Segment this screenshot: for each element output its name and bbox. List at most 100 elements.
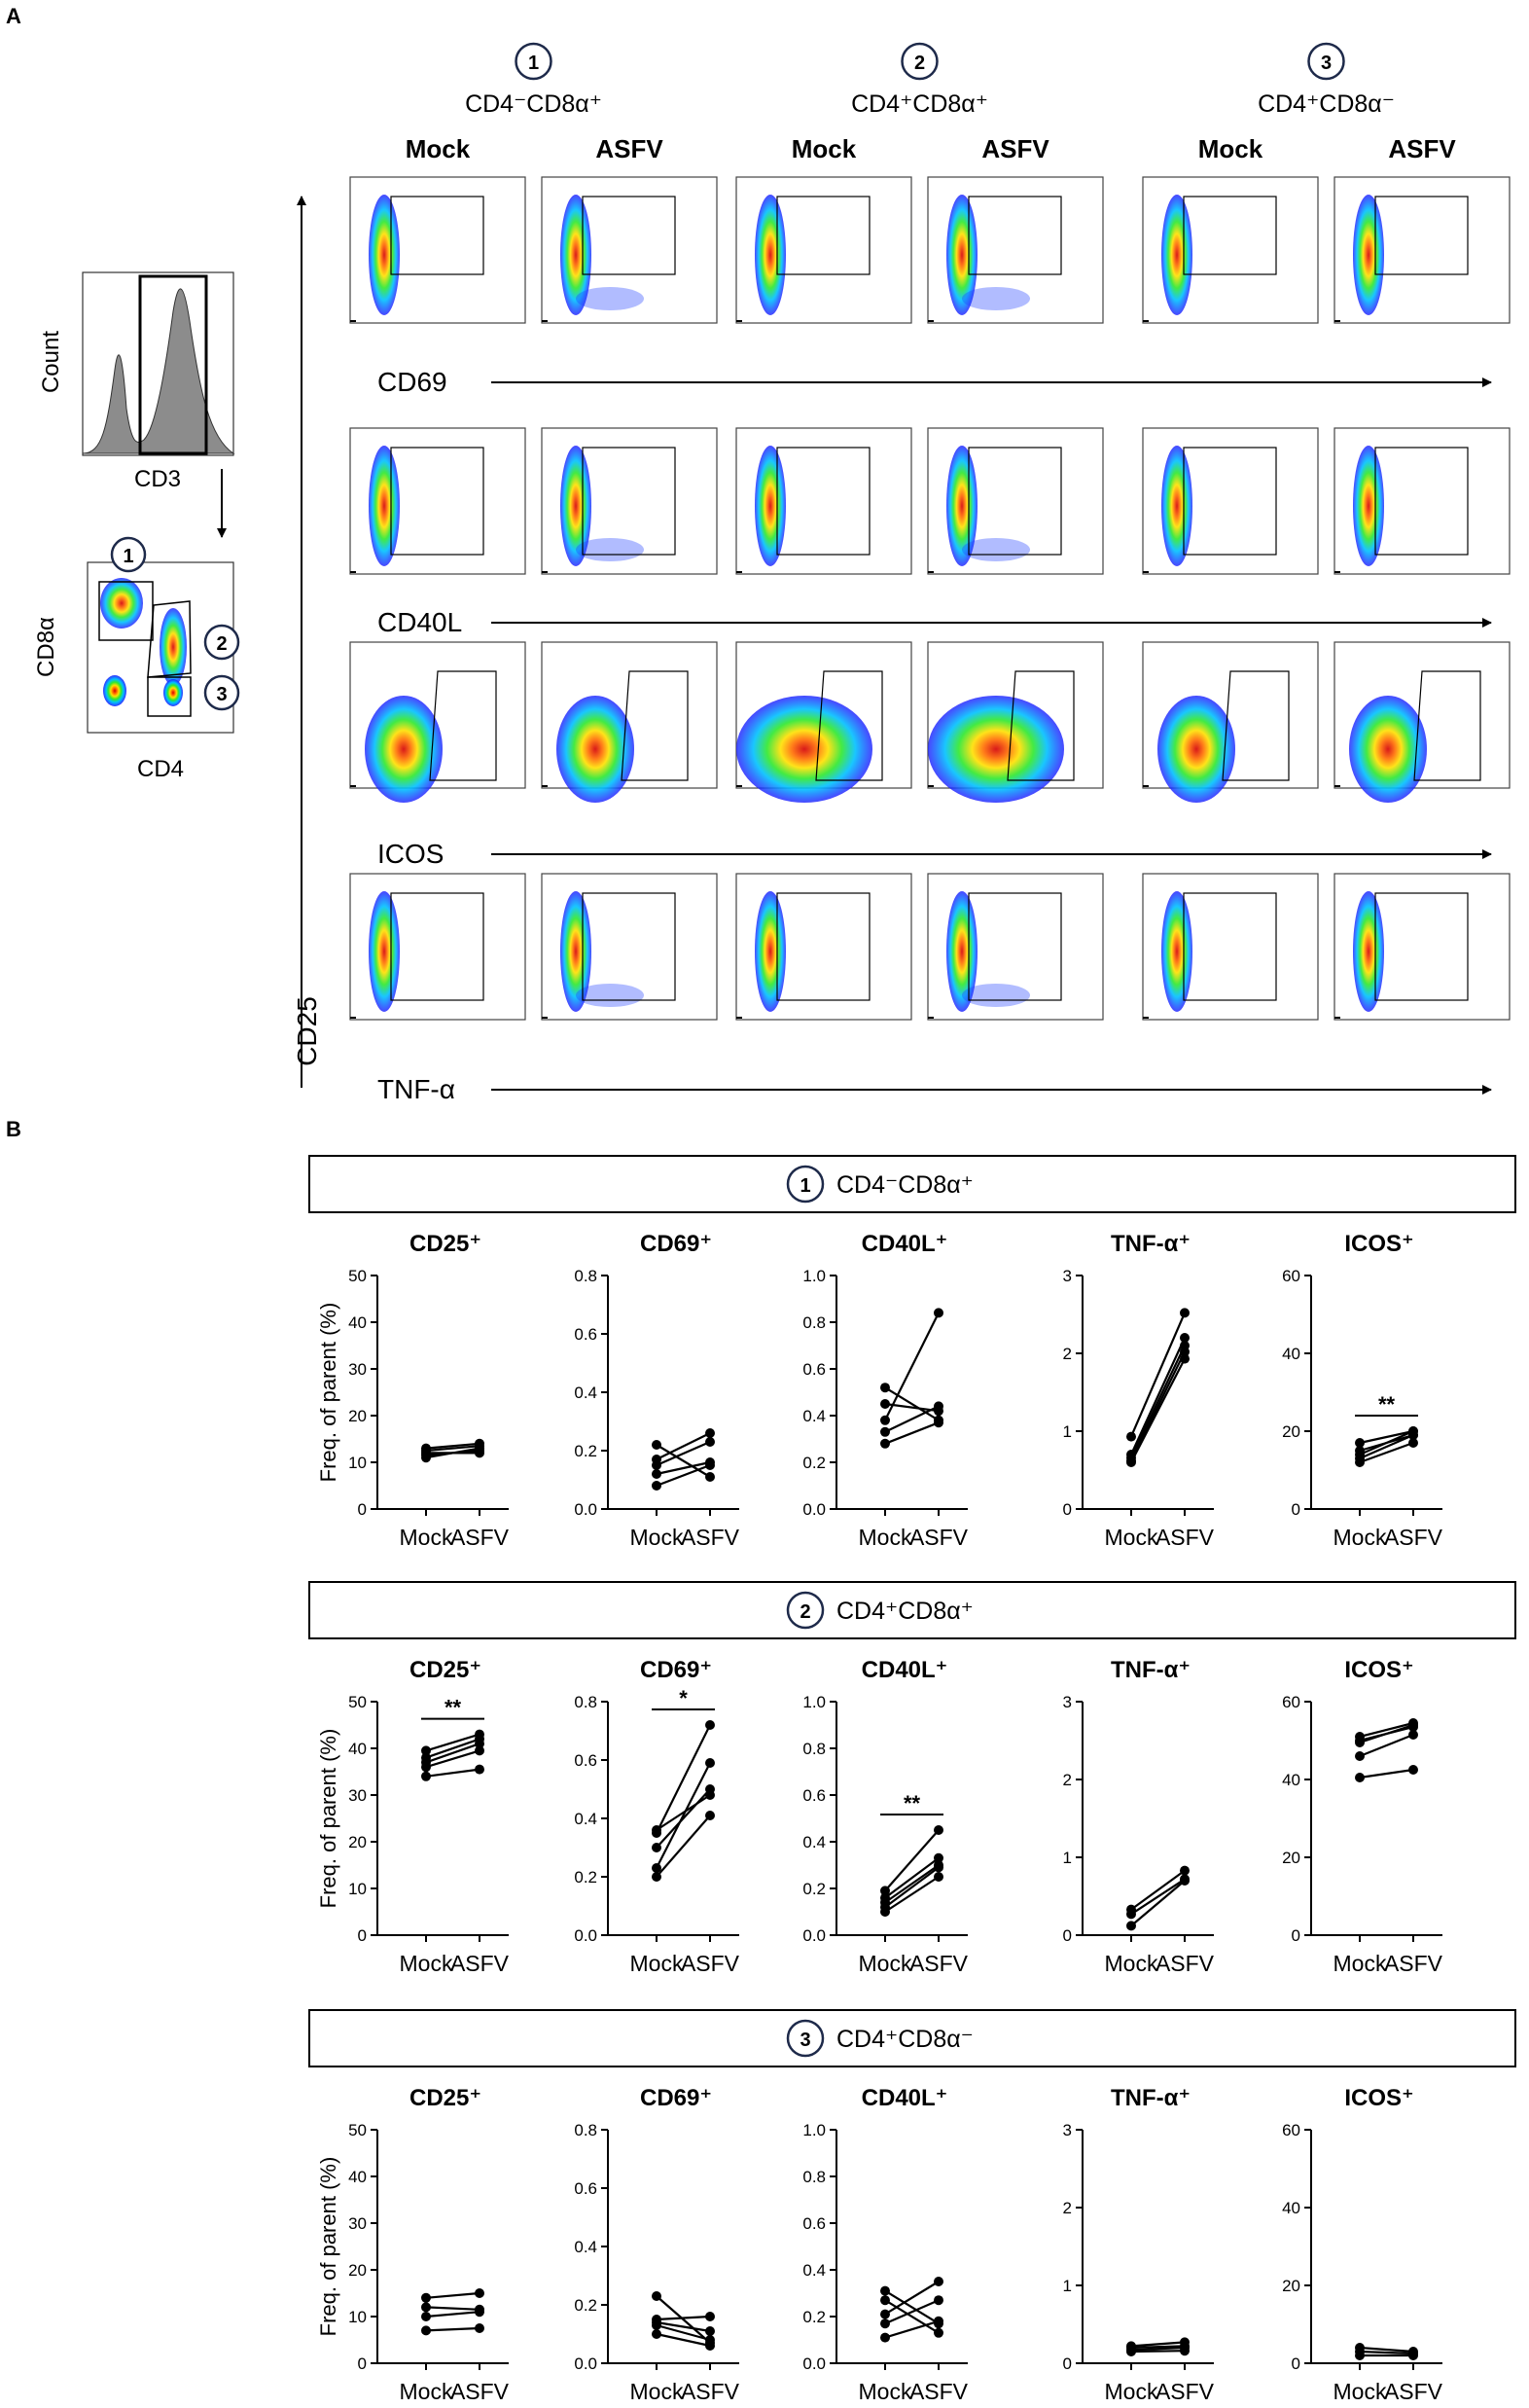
chart-title: CD40L⁺ <box>862 2085 948 2111</box>
series-line <box>884 2281 940 2316</box>
significance-label: ** <box>444 1696 462 1720</box>
y-tick-label: 0.4 <box>574 1384 597 1402</box>
data-point <box>652 1828 661 1838</box>
data-point <box>934 1872 943 1882</box>
series-line <box>1130 2345 1186 2350</box>
series-line <box>425 1738 480 1759</box>
x-tick-label: Mock <box>400 1951 453 1976</box>
y-tick-label: 0.2 <box>802 1880 826 1898</box>
y-tick-label: 2 <box>1063 2199 1072 2217</box>
x-tick-label: ASFV <box>450 2379 510 2404</box>
data-point <box>880 1426 890 1437</box>
y-tick-label: 0.2 <box>802 1454 826 1472</box>
y-tick-label: 30 <box>348 2214 367 2233</box>
data-point <box>1180 1347 1190 1357</box>
y-tick-label: 3 <box>1063 1267 1072 1285</box>
chart-title: CD40L⁺ <box>862 1657 948 1683</box>
data-point <box>421 2312 431 2321</box>
series-line <box>656 2332 711 2348</box>
series-line <box>1359 1429 1414 1445</box>
data-point <box>475 2288 484 2298</box>
flow-plot <box>735 641 912 803</box>
series-line <box>884 1405 940 1433</box>
data-point <box>705 1784 715 1794</box>
x-tick-label: ASFV <box>681 1951 740 1976</box>
y-tick-label: 50 <box>348 2121 367 2139</box>
flow-plot <box>1142 176 1319 324</box>
data-point <box>652 2329 661 2339</box>
flow-plot <box>541 427 718 575</box>
data-point <box>1180 1865 1190 1876</box>
data-point <box>652 1481 661 1491</box>
population-2-label: CD4⁺CD8α⁺ <box>851 90 988 118</box>
data-point <box>934 1308 943 1318</box>
x-tick-label: ASFV <box>1156 1525 1215 1550</box>
flow-plot <box>349 176 526 324</box>
data-point <box>652 1872 661 1882</box>
group-label: CD4⁺CD8α⁺ <box>836 1598 974 1625</box>
series-line <box>656 1444 711 1478</box>
flow-plot <box>1333 641 1511 803</box>
population-2-number: 2 <box>914 53 925 74</box>
y-tick-label: 0 <box>358 2354 367 2373</box>
gate-3-number: 3 <box>216 684 227 705</box>
series-line <box>1359 1721 1414 1739</box>
group-1-header: 1 CD4⁻CD8α⁺ <box>308 1155 1516 1213</box>
flow-plot-grid: 1 CD4⁻CD8α⁺ Mock ASFV 2 CD4⁺CD8α⁺ Mock ASFV 3 CD4… <box>349 42 1511 1104</box>
data-point <box>1408 1438 1418 1448</box>
y-tick-label: 0.6 <box>802 1786 826 1805</box>
data-point <box>1408 1765 1418 1775</box>
chart-title: ICOS⁺ <box>1344 1231 1413 1257</box>
data-point <box>1355 1457 1365 1467</box>
population-1-number: 1 <box>528 53 539 74</box>
series-line <box>656 1724 711 1834</box>
series-line <box>1359 2350 1414 2355</box>
series-line <box>1359 1429 1414 1456</box>
data-point <box>1180 2346 1190 2356</box>
x-tick-label: Mock <box>1105 1951 1158 1976</box>
data-point <box>880 1415 890 1425</box>
x-tick-label: ASFV <box>1156 2379 1215 2404</box>
group-number: 3 <box>800 2030 810 2051</box>
data-point <box>705 2312 715 2321</box>
y-tick-label: 0.6 <box>802 2214 826 2233</box>
flow-plot <box>735 176 912 324</box>
y-tick-label: 30 <box>348 1786 367 1805</box>
series-line <box>884 1866 940 1909</box>
chart-title: CD25⁺ <box>409 2085 481 2111</box>
x-tick-label: ASFV <box>450 1951 510 1976</box>
series-line <box>884 1864 940 1904</box>
y-tick-label: 60 <box>1282 2121 1300 2139</box>
series-line <box>656 2323 711 2342</box>
chart-title: TNF-α⁺ <box>1111 1231 1191 1257</box>
flow-plot <box>1333 427 1511 575</box>
y-tick-label: 0.8 <box>802 1740 826 1758</box>
series-line <box>1130 1345 1186 1458</box>
series-line <box>1359 2346 1414 2354</box>
y-tick-label: 0.8 <box>574 2121 597 2139</box>
y-tick-label: 20 <box>348 1833 367 1851</box>
x-tick-label: Mock <box>400 1525 453 1550</box>
series-line <box>1130 2350 1186 2354</box>
chart-title: CD40L⁺ <box>862 1231 948 1257</box>
data-point <box>1126 1457 1136 1467</box>
y-tick-label: 0.8 <box>802 2168 826 2186</box>
data-point <box>934 2327 943 2338</box>
x-tick-label: ASFV <box>450 1525 510 1550</box>
series-line <box>1130 1880 1186 1927</box>
y-tick-label: 1.0 <box>802 1267 826 1285</box>
marker-label-3: TNF-α <box>377 1074 455 1104</box>
gate-1-number: 1 <box>123 546 133 567</box>
data-point <box>705 1720 715 1730</box>
group-label: CD4⁺CD8α⁻ <box>836 2026 974 2053</box>
series-line <box>1359 1441 1414 1464</box>
group-number: 2 <box>800 1601 810 1623</box>
marker-label-1: CD40L <box>377 607 462 637</box>
